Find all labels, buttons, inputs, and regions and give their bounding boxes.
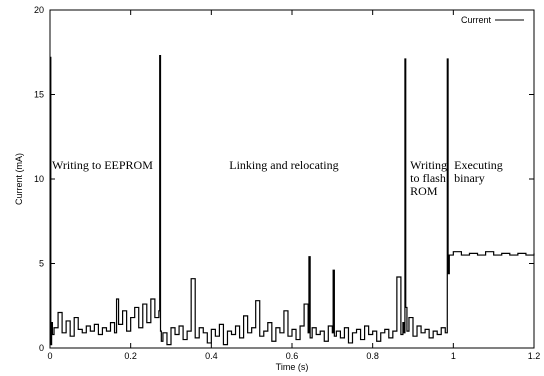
annotation-line: to flash [410, 171, 446, 185]
series-group [50, 55, 535, 346]
y-tick-label: 0 [39, 343, 44, 353]
annotation-line: binary [454, 171, 485, 185]
annotation-1: Linking and relocating [229, 158, 338, 172]
annotations-group: Writing to EEPROM Linking and relocating W… [52, 158, 503, 198]
y-axis-label: Current (mA) [14, 153, 24, 205]
y-tick-label: 10 [34, 174, 44, 184]
series-line-current [50, 55, 535, 346]
annotation-3: Executing binary [454, 158, 503, 185]
y-tick-label: 20 [34, 5, 44, 15]
ticks-group: 0 0.2 0.4 0.6 0.8 1 1.2 0 5 10 15 20 [34, 5, 540, 361]
x-tick-label: 0.4 [205, 351, 218, 361]
x-tick-label: 0.2 [124, 351, 137, 361]
y-tick-label: 15 [34, 90, 44, 100]
x-tick-label: 0 [47, 351, 52, 361]
y-tick-label: 5 [39, 259, 44, 269]
legend-label-current: Current [461, 15, 492, 25]
legend: Current [461, 15, 524, 25]
x-tick-label: 0.8 [366, 351, 379, 361]
x-tick-label: 1.2 [528, 351, 541, 361]
x-tick-label: 1 [451, 351, 456, 361]
annotation-line: Writing [410, 158, 447, 172]
annotation-line: Linking and relocating [229, 158, 338, 172]
annotation-line: Writing to EEPROM [52, 158, 153, 172]
annotation-line: ROM [410, 184, 438, 198]
annotation-0: Writing to EEPROM [52, 158, 153, 172]
annotation-line: Executing [454, 158, 503, 172]
x-axis-label: Time (s) [276, 362, 309, 372]
x-tick-label: 0.6 [286, 351, 299, 361]
annotation-2: Writing to flash ROM [410, 158, 447, 198]
